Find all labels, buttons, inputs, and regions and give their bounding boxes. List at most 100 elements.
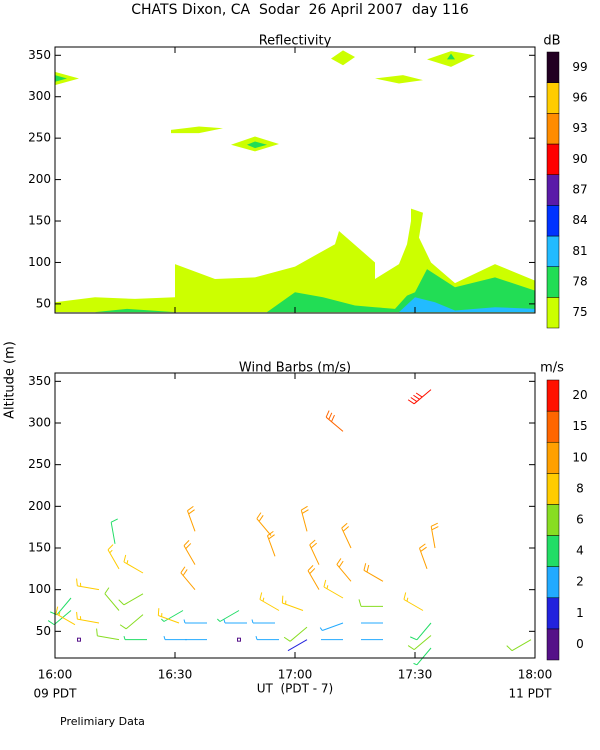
wind-barb bbox=[413, 647, 432, 666]
colorbar-label: 10 bbox=[572, 450, 587, 464]
y-tick-label: 50 bbox=[36, 296, 51, 310]
wind-barb bbox=[76, 611, 100, 624]
wind-barb bbox=[55, 606, 76, 626]
wind-barb bbox=[323, 579, 344, 599]
wind-barb bbox=[183, 540, 196, 565]
wind-barb bbox=[255, 636, 279, 641]
y-tick-label: 150 bbox=[28, 214, 51, 228]
x-tick-label: 16:00 bbox=[38, 668, 73, 682]
colorbar-label: 90 bbox=[572, 152, 587, 166]
y-tick-label: 150 bbox=[28, 541, 51, 555]
wind-barb bbox=[281, 595, 304, 611]
colorbar-swatch bbox=[546, 597, 560, 630]
calm-marker bbox=[77, 637, 81, 642]
colorbar-label: 87 bbox=[572, 183, 587, 197]
colorbar-swatch bbox=[546, 566, 560, 599]
page-title: CHATS Dixon, CA Sodar 26 April 2007 day … bbox=[131, 2, 469, 18]
wind-barb bbox=[76, 578, 100, 591]
wind-barb bbox=[358, 599, 383, 607]
plot-frame bbox=[54, 372, 536, 659]
y-tick-label: 250 bbox=[28, 131, 51, 145]
wind-barb bbox=[110, 518, 118, 544]
colorbar-label: 1 bbox=[576, 606, 584, 620]
wind-barb bbox=[283, 626, 308, 642]
wind-barb bbox=[223, 619, 247, 624]
reflectivity-region bbox=[55, 208, 535, 313]
x-axis-label: UT (PDT - 7) bbox=[257, 682, 334, 696]
y-tick-label: 100 bbox=[28, 255, 51, 269]
colorbar-unit: m/s bbox=[540, 361, 564, 376]
wind-barb bbox=[307, 565, 320, 590]
panel-title: Wind Barbs (m/s) bbox=[239, 361, 351, 376]
colorbar-swatch bbox=[546, 297, 560, 329]
colorbar-label: 75 bbox=[572, 305, 587, 319]
wind-barb bbox=[256, 512, 272, 536]
y-tick-label: 300 bbox=[28, 89, 51, 103]
wind-barb bbox=[157, 608, 180, 624]
x-right-note: 11 PDT bbox=[509, 687, 553, 701]
x-left-note: 09 PDT bbox=[34, 687, 78, 701]
colorbar-swatch bbox=[546, 535, 560, 567]
colorbar-label: 2 bbox=[576, 575, 584, 589]
wind-barb bbox=[341, 522, 352, 549]
wind-barb bbox=[430, 522, 439, 549]
footnote: Prelimiary Data bbox=[60, 715, 145, 728]
wind-barb bbox=[183, 619, 207, 624]
colorbar-swatch bbox=[546, 143, 560, 175]
wind-barb bbox=[104, 587, 120, 611]
y-tick-label: 200 bbox=[28, 499, 51, 513]
colorbar-swatch bbox=[546, 628, 560, 661]
colorbar-swatch bbox=[546, 113, 560, 145]
reflectivity-region bbox=[447, 53, 455, 60]
wind-barb bbox=[325, 410, 344, 432]
colorbar-swatch bbox=[546, 266, 560, 298]
wind-barb bbox=[407, 635, 432, 651]
colorbar-swatch bbox=[546, 51, 560, 83]
colorbar-label: 20 bbox=[572, 388, 587, 402]
y-tick-label: 250 bbox=[28, 457, 51, 471]
calm-marker bbox=[237, 637, 241, 642]
colorbar-swatch bbox=[546, 504, 560, 536]
colorbar-swatch bbox=[546, 205, 560, 237]
y-axis-label: Altitude (m) bbox=[3, 341, 18, 419]
wind-barb bbox=[309, 539, 320, 565]
wind-barb bbox=[336, 558, 352, 582]
wind-barb bbox=[160, 610, 184, 622]
wind-barb bbox=[410, 622, 432, 641]
colorbar-label: 15 bbox=[572, 419, 587, 433]
wind-barb bbox=[300, 505, 309, 532]
colorbar-label: 4 bbox=[576, 544, 584, 558]
reflectivity-region bbox=[247, 141, 267, 149]
wind-barb bbox=[187, 505, 196, 532]
wind-barb bbox=[180, 566, 196, 590]
colorbar-swatch bbox=[546, 82, 560, 114]
reflectivity-region bbox=[171, 126, 223, 134]
colorbar-swatch bbox=[546, 379, 560, 412]
wind-barb bbox=[419, 543, 428, 570]
colorbar-swatch bbox=[546, 235, 560, 267]
reflectivity-region bbox=[55, 75, 67, 82]
wind-barb bbox=[96, 628, 120, 641]
wind-barb bbox=[251, 619, 275, 624]
colorbar-label: 93 bbox=[572, 121, 587, 135]
y-tick-label: 300 bbox=[28, 416, 51, 430]
colorbar-unit: dB bbox=[543, 34, 560, 49]
wind-barb bbox=[506, 639, 532, 652]
wind-barb bbox=[267, 530, 276, 557]
colorbar-label: 96 bbox=[572, 91, 587, 105]
y-tick-label: 200 bbox=[28, 172, 51, 186]
wind-barb bbox=[123, 636, 147, 641]
reflectivity-region bbox=[375, 75, 423, 84]
colorbar-swatch bbox=[546, 410, 560, 443]
reflectivity-region bbox=[331, 50, 355, 66]
wind-barb bbox=[319, 622, 344, 631]
y-tick-label: 100 bbox=[28, 582, 51, 596]
x-tick-label: 18:00 bbox=[518, 668, 553, 682]
reflectivity-region bbox=[267, 269, 535, 313]
wind-barb bbox=[123, 554, 144, 574]
colorbar-swatch bbox=[546, 473, 560, 505]
colorbar-label: 0 bbox=[576, 637, 584, 651]
wind-barb bbox=[118, 593, 144, 606]
wind-barb bbox=[363, 563, 384, 582]
